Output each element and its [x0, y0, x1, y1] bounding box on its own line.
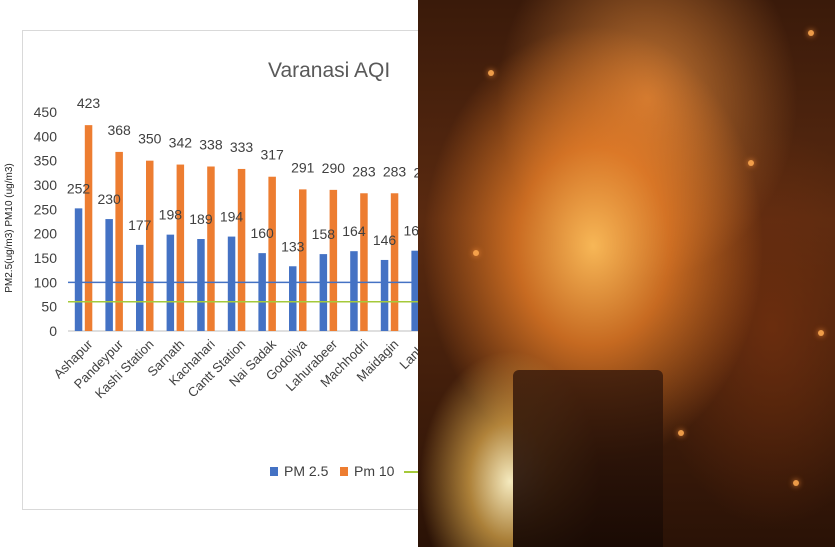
data-label-pm10: 368 — [107, 122, 131, 138]
data-label-pm25: 230 — [97, 191, 121, 207]
burning-block — [513, 370, 663, 547]
bar-pm10 — [360, 193, 368, 331]
y-tick-label: 0 — [49, 323, 57, 339]
bar-pm10 — [176, 164, 185, 331]
data-label-pm10: 317 — [260, 147, 284, 163]
data-label-pm10: 290 — [322, 160, 346, 176]
aqi-bar-chart: Varanasi AQI PM2.5(ug/m3) PM10 (ug/m3) 0 50… — [4, 59, 418, 479]
fire-photo — [418, 0, 835, 547]
spark-icon — [808, 30, 814, 36]
spark-icon — [793, 480, 799, 486]
bar-pm10 — [115, 151, 123, 331]
data-label-pm25: 252 — [67, 180, 91, 196]
data-label-pm25: 194 — [220, 209, 244, 225]
bar-pm10 — [390, 193, 399, 331]
bar-pm10 — [329, 189, 338, 331]
bar-pm25 — [289, 266, 297, 331]
y-tick-label: 200 — [34, 226, 58, 242]
data-label-pm25: 189 — [189, 211, 213, 227]
data-label-pm25: 164 — [342, 223, 366, 239]
bar-pm10 — [84, 125, 93, 331]
y-tick-label: 150 — [34, 250, 58, 266]
spark-icon — [678, 430, 684, 436]
spark-icon — [473, 250, 479, 256]
data-label-pm25: 146 — [373, 232, 397, 248]
y-tick-label: 50 — [41, 299, 57, 315]
legend-swatch-pm10 — [340, 467, 348, 476]
bar-pm25 — [411, 250, 418, 331]
y-tick-label: 400 — [34, 128, 58, 144]
data-label-pm10: 350 — [138, 131, 162, 147]
y-tick-label: 350 — [34, 153, 58, 169]
chart-title: Varanasi AQI — [268, 59, 390, 82]
bar-pm10 — [207, 166, 215, 331]
data-label-pm10: 423 — [77, 95, 101, 111]
bar-pm25 — [319, 254, 328, 331]
data-label-pm10: 291 — [291, 159, 315, 175]
spark-icon — [488, 70, 494, 76]
category-label: Lanka — [396, 336, 418, 372]
data-label-pm25: 133 — [281, 238, 305, 254]
data-label-pm10: 338 — [199, 137, 223, 153]
y-tick-label: 450 — [34, 104, 58, 120]
bar-pm25 — [74, 208, 83, 331]
data-label-pm10: 283 — [352, 163, 376, 179]
bar-pm25 — [105, 219, 113, 331]
spark-icon — [748, 160, 754, 166]
spark-icon — [818, 330, 824, 336]
y-axis-label: PM2.5(ug/m3) PM10 (ug/m3) — [4, 163, 15, 293]
bar-pm25 — [380, 259, 389, 331]
bar-pm10 — [146, 160, 154, 331]
data-label-pm25: 165 — [403, 223, 418, 239]
bar-pm25 — [197, 239, 205, 331]
bar-pm10 — [299, 189, 307, 331]
data-label-pm25: 177 — [128, 217, 152, 233]
data-label-pm10: 283 — [383, 163, 407, 179]
y-tick-label: 100 — [34, 274, 58, 290]
data-label-pm10: 342 — [169, 135, 193, 151]
data-label-pm25: 158 — [312, 226, 336, 242]
bar-pm10 — [268, 176, 276, 331]
data-label-pm10: 333 — [230, 139, 254, 155]
bar-pm25 — [227, 236, 236, 331]
bar-pm10 — [237, 168, 246, 331]
chart-frame — [22, 30, 418, 510]
bar-pm25 — [258, 253, 266, 331]
legend-label-pm25: PM 2.5 — [284, 463, 329, 479]
data-label-pm25: 198 — [159, 207, 183, 223]
bar-pm25 — [136, 244, 144, 331]
data-label-pm25: 160 — [250, 225, 274, 241]
y-tick-label: 250 — [34, 201, 58, 217]
y-tick-label: 300 — [34, 177, 58, 193]
data-label-pm10: 280 — [413, 165, 418, 181]
legend-label-pm10: Pm 10 — [354, 463, 395, 479]
chart-panel: Varanasi AQI PM2.5(ug/m3) PM10 (ug/m3) 0 50… — [4, 30, 418, 510]
bar-pm25 — [350, 251, 358, 331]
legend-swatch-pm25 — [270, 467, 278, 476]
